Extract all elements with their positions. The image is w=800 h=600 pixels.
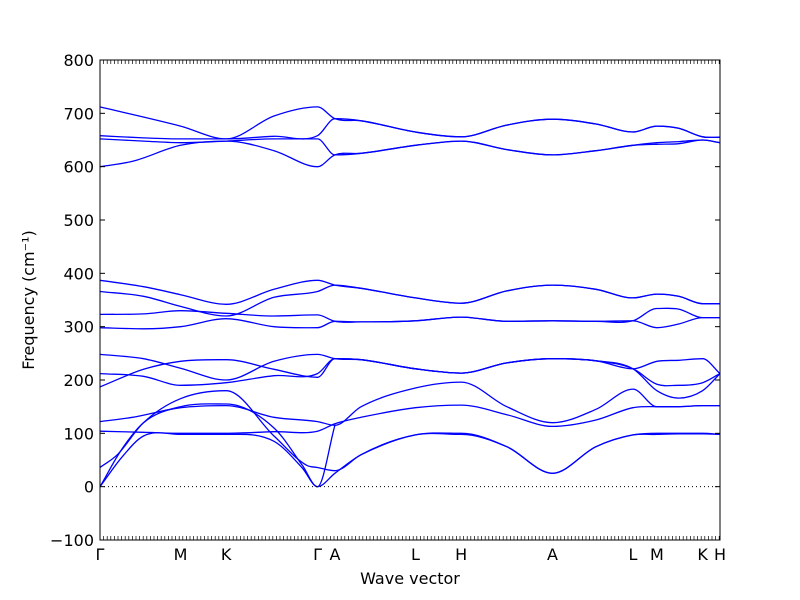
x-tick-label: Γ — [313, 545, 322, 564]
y-tick-label: 0 — [84, 478, 94, 497]
x-tick-label: L — [629, 545, 638, 564]
y-tick-label: −100 — [50, 531, 94, 550]
band-line-12 — [99, 381, 720, 426]
x-tick-label: M — [174, 545, 188, 564]
plot-frame — [99, 59, 721, 541]
y-tick-label: 100 — [63, 424, 94, 443]
band-line-8 — [99, 316, 720, 330]
y-tick-label: 800 — [63, 51, 94, 70]
y-tick-label: 300 — [63, 318, 94, 337]
x-tick-label: A — [329, 545, 340, 564]
band-line-1 — [99, 106, 721, 140]
x-tick-label: K — [221, 545, 232, 564]
x-axis-label: Wave vector — [360, 569, 460, 588]
x-tick-label: A — [547, 545, 558, 564]
band-line-5 — [99, 279, 720, 305]
x-tick-label: H — [455, 545, 467, 564]
band-line-6 — [99, 284, 720, 317]
y-tick-label: 500 — [63, 211, 94, 230]
y-axis-label: Frequency (cm⁻¹) — [19, 230, 38, 369]
y-tick-label: 400 — [63, 264, 94, 283]
y-axis: −100 0 100 200 300 400 500 600 700 800 — [50, 51, 720, 550]
band-line-14 — [99, 390, 721, 474]
band-line-3 — [99, 138, 721, 156]
y-tick-label: 700 — [63, 104, 94, 123]
x-tick-label: M — [650, 545, 664, 564]
band-line-2 — [99, 118, 721, 140]
y-tick-label: 200 — [63, 371, 94, 390]
x-tick-label: K — [697, 545, 708, 564]
band-line-13 — [99, 404, 720, 434]
x-tick-label: H — [714, 545, 726, 564]
x-tick-label: Γ — [96, 545, 105, 564]
band-lines — [99, 106, 721, 488]
x-tick-label: L — [411, 545, 420, 564]
y-tick-label: 600 — [63, 158, 94, 177]
band-line-4 — [99, 139, 721, 168]
band-line-11 — [99, 358, 721, 399]
band-line-16 — [99, 432, 721, 488]
